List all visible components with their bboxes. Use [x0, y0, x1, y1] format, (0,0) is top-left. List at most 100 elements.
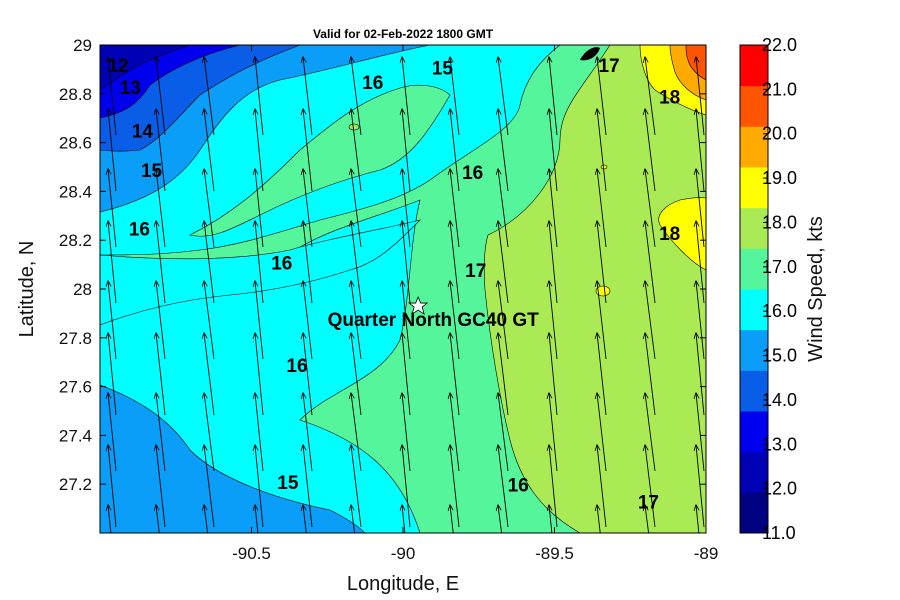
y-tick-label: 27.4 [59, 426, 92, 445]
y-axis-ticks: 27.2 27.4 27.6 27.8 28 28.2 28.4 28.6 28.8 29 [59, 36, 706, 494]
wind-arrow [498, 109, 509, 192]
wind-arrow [108, 57, 117, 136]
wind-arrow [402, 281, 411, 360]
wind-arrow [597, 109, 607, 192]
wind-arrow [450, 169, 460, 248]
wind-arrow [255, 221, 264, 304]
wind-arrow [498, 445, 509, 528]
colorbar-tick-label: 14.0 [762, 390, 797, 410]
wind-arrow [402, 109, 411, 192]
wind-arrow [549, 281, 558, 360]
wind-arrow [156, 393, 166, 472]
small-blob-3 [600, 164, 608, 170]
x-tick-label: -89.5 [535, 544, 574, 563]
y-tick-label: 27.6 [59, 378, 92, 397]
wind-arrow [549, 445, 558, 528]
wind-arrow [696, 109, 705, 192]
colorbar: 11.0 12.0 13.0 14.0 15.0 16.0 17.0 18.0 19.0 20.0… [739, 35, 797, 543]
wind-arrow [303, 109, 313, 192]
wind-arrow [351, 393, 362, 472]
wind-arrow [597, 393, 607, 472]
wind-arrow [597, 221, 607, 304]
contour-label: 16 [286, 356, 307, 377]
colorbar-tick-label: 20.0 [762, 124, 797, 144]
colorbar-tick-label: 18.0 [762, 212, 797, 232]
band-17-18 [483, 45, 706, 533]
x-tick-label: -90 [391, 544, 416, 563]
wind-arrow [255, 57, 264, 136]
colorbar-tick-label: 12.0 [762, 479, 797, 499]
wind-arrow [696, 505, 704, 533]
band-16-17-inner [189, 84, 451, 237]
wind-arrow [696, 281, 705, 360]
contour-label: 18 [659, 224, 680, 245]
contour-label: 16 [508, 476, 529, 497]
x-axis-ticks: -90.5 -90 -89.5 -89 [232, 45, 718, 563]
wind-arrow [450, 109, 460, 192]
colorbar-label: Wind Speed, kts [805, 216, 827, 362]
colorbar-tick-label: 21.0 [762, 79, 797, 99]
wind-arrow [204, 445, 215, 528]
small-blob-1 [348, 123, 360, 131]
wind-arrow [108, 281, 117, 360]
wind-arrow [549, 109, 558, 192]
band-11-12 [100, 45, 191, 91]
wind-arrow [549, 505, 557, 533]
wind-arrow [303, 281, 313, 360]
wind-arrow [645, 333, 656, 416]
contour-label: 13 [120, 78, 141, 99]
colorbar-band [740, 370, 768, 412]
contour-label: 15 [141, 161, 163, 182]
wind-arrow [402, 393, 411, 472]
y-tick-label: 27.2 [59, 475, 92, 494]
x-tick-label: -89 [694, 544, 719, 563]
wind-arrow [108, 221, 117, 304]
wind-arrow [498, 333, 509, 416]
colorbar-tick-label: 16.0 [762, 301, 797, 321]
colorbar-tick-label: 15.0 [762, 346, 797, 366]
colorbar-tick-label: 17.0 [762, 257, 797, 277]
wind-arrow [108, 445, 117, 528]
wind-arrow [402, 505, 410, 533]
station-star-icon [408, 296, 429, 316]
wind-arrow [645, 57, 656, 136]
wind-arrow [450, 445, 460, 528]
wind-arrow-layer [108, 57, 705, 533]
wind-arrow [549, 169, 558, 248]
wind-arrow [597, 505, 601, 533]
x-axis-label: Longitude, E [347, 573, 459, 595]
wind-arrow [696, 393, 705, 472]
colorbar-band [740, 207, 768, 249]
station-marker: Quarter North GC40 GT [328, 296, 539, 331]
wind-arrow [351, 169, 362, 248]
wind-arrow [108, 393, 117, 472]
wind-arrow [402, 169, 411, 248]
wind-arrow [303, 169, 313, 248]
wind-arrow [645, 393, 656, 472]
wind-arrow [204, 393, 215, 472]
contour-label: 17 [598, 56, 619, 77]
wind-arrow [351, 445, 362, 528]
wind-arrow [450, 333, 460, 416]
wind-arrow [498, 221, 509, 304]
wind-arrow [645, 109, 656, 192]
wind-arrow [303, 333, 313, 416]
colorbar-band [740, 329, 768, 371]
wind-arrow [255, 505, 263, 533]
wind-arrow [450, 221, 460, 304]
colorbar-band [740, 45, 768, 87]
wind-arrow [645, 445, 656, 528]
wind-arrow [645, 281, 656, 360]
y-tick-label: 28.4 [59, 182, 92, 201]
wind-arrow [696, 57, 705, 136]
contour-label: 15 [277, 473, 299, 494]
colorbar-band [740, 167, 768, 209]
wind-arrow [108, 333, 117, 416]
contour-label: 17 [638, 493, 659, 514]
wind-arrow [597, 169, 607, 248]
wind-arrow [645, 221, 656, 304]
wind-arrow [156, 445, 166, 528]
chart-title: Valid for 02-Feb-2022 1800 GMT [313, 27, 494, 41]
wind-arrow [156, 505, 160, 533]
wind-arrow [549, 221, 558, 304]
